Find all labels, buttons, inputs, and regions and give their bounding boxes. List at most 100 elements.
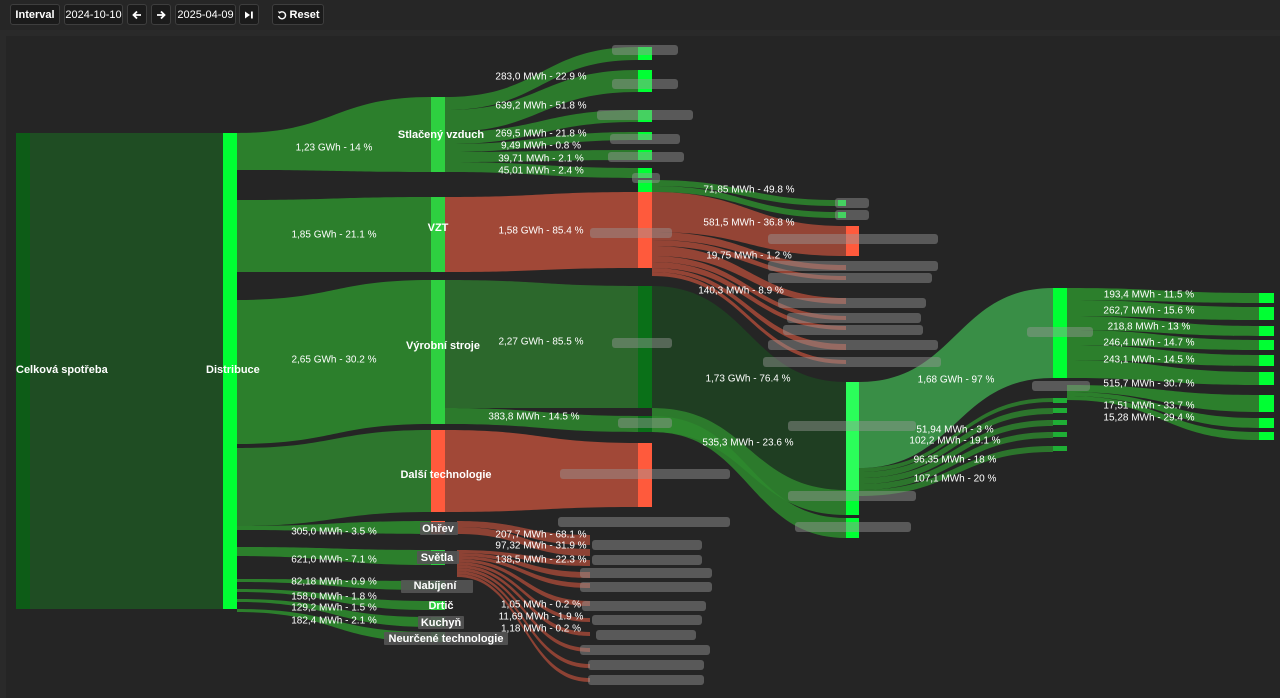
- link-label-distribuce-2: 1,85 GWh - 21.1 %: [291, 230, 376, 241]
- flow-vzt-out-5: [652, 262, 846, 330]
- skip-to-end-button[interactable]: [239, 4, 259, 25]
- obscured-label-23: [592, 555, 702, 565]
- obscured-label-9: [768, 273, 932, 283]
- label-drtic: Drtič: [428, 600, 453, 612]
- flow-vzduch-out-2: [445, 110, 638, 144]
- flow-vzt-out-1: [652, 232, 846, 270]
- flow-label-29: 97,32 MWh - 31.9 %: [495, 541, 586, 552]
- node-kompresor-0: [638, 47, 652, 60]
- obscured-label-32: [1027, 327, 1093, 337]
- node-vyrobni-stroje: [431, 280, 445, 424]
- flow-to-small-3: [859, 432, 1053, 490]
- flow-to-small-4: [859, 446, 1053, 496]
- flow-label-3: 9,49 MWh - 0.8 %: [501, 141, 581, 152]
- label-bg-neurcene: [384, 632, 508, 645]
- flow-distribuce-svetla: [237, 547, 431, 565]
- node-kompresor-4: [638, 150, 652, 160]
- node-kompresor-1: [638, 70, 652, 92]
- node-endpoint-7: [1259, 418, 1274, 428]
- link-label-distribuce-3: 2,65 GWh - 30.2 %: [291, 355, 376, 366]
- sankey-svg: Celková spotřeba Distribuce Stlačený vzduc…: [16, 45, 1274, 685]
- flow-label-6: 1,58 GWh - 85.4 %: [498, 226, 583, 237]
- flow-lower-red-7: [457, 565, 590, 636]
- node-extruzni-linky: [638, 286, 652, 408]
- node-varky: [638, 180, 652, 192]
- obscured-label-19: [788, 491, 916, 501]
- flow-vzt-out-0: [652, 192, 846, 256]
- obscured-label-1: [612, 79, 678, 89]
- sankey-chart: Celková spotřeba Distribuce Stlačený vzduc…: [6, 36, 1280, 698]
- flow-vzduch-out-5: [445, 162, 638, 178]
- flow-label-31: 1,05 MWh - 0.2 %: [501, 600, 581, 611]
- label-nabijeni: Nabíjení: [414, 580, 458, 592]
- flow-distribuce-kuchyn: [237, 599, 431, 627]
- node-kompresor-5: [638, 168, 652, 178]
- interval-button[interactable]: Interval: [10, 4, 60, 25]
- flow-distribuce-vyrobni: [237, 280, 431, 444]
- obscured-label-0: [612, 45, 678, 55]
- node-vzt-chlazeni: [638, 192, 652, 268]
- reset-button[interactable]: Reset: [272, 4, 324, 25]
- flow-vzt-out-4: [652, 256, 846, 320]
- flow-to-varky-1: [652, 180, 838, 206]
- flow-distribuce-dalsi: [237, 430, 431, 526]
- node-varky-2: [838, 212, 846, 218]
- flow-to-line-2: [1067, 316, 1259, 336]
- obscured-label-21: [558, 517, 730, 527]
- node-small-line-3: [1053, 432, 1067, 437]
- next-button[interactable]: [151, 4, 171, 25]
- obscured-label-2: [597, 110, 693, 120]
- node-extruzni-linky-total: [1053, 288, 1067, 378]
- flow-vyrobni-konverting: [445, 408, 638, 432]
- flow-lower-red-1: [457, 527, 590, 556]
- node-dalsi-technologie: [431, 430, 445, 512]
- flow-to-line-0: [1067, 288, 1259, 303]
- obscured-label-24: [580, 568, 712, 578]
- flow-label-5: 45,01 MWh - 2.4 %: [498, 166, 584, 177]
- flow-label-10: 581,5 MWh - 36.8 %: [703, 218, 794, 229]
- flow-distribuce-neurcene: [237, 609, 431, 642]
- node-distribuce: [223, 133, 237, 609]
- label-bg-ohrev: [420, 522, 458, 535]
- obscured-label-13: [768, 340, 938, 350]
- arrow-right-icon: [157, 10, 166, 19]
- link-label-distribuce-4: 305,0 MWh - 3.5 %: [291, 527, 377, 538]
- flow-lower-red-4: [457, 556, 590, 588]
- flow-label-20: 193,4 MWh - 11.5 %: [1104, 290, 1195, 301]
- flow-label-30: 138,5 MWh - 22.3 %: [495, 555, 586, 566]
- flow-label-24: 243,1 MWh - 14.5 %: [1103, 355, 1194, 366]
- node-small-line-2: [1053, 420, 1067, 425]
- date-to-field[interactable]: 2025-04-09: [175, 4, 236, 25]
- link-label-distribuce-9: 182,4 MWh - 2.1 %: [291, 616, 377, 627]
- obscured-label-20: [795, 522, 911, 532]
- flow-to-small-0: [859, 398, 1053, 472]
- flow-label-23: 246,4 MWh - 14.7 %: [1103, 338, 1194, 349]
- obscured-label-28: [596, 630, 696, 640]
- flow-vzt-out-6: [652, 268, 846, 350]
- flow-to-line-5: [1067, 360, 1259, 385]
- node-small-line-0: [1053, 398, 1067, 403]
- flow-label-26: 17,51 MWh - 33.7 %: [1103, 401, 1194, 412]
- node-endpoint-8: [1259, 432, 1274, 440]
- node-drtic: [431, 601, 445, 610]
- node-nova-extruze-vyrobni: [846, 382, 859, 490]
- node-endpoint-4: [1259, 355, 1274, 366]
- previous-button[interactable]: [127, 4, 147, 25]
- flow-label-22: 218,8 MWh - 13 %: [1108, 322, 1191, 333]
- obscured-label-34: [835, 198, 869, 208]
- label-bg-kuchyn: [418, 616, 464, 629]
- flow-to-line-7: [1067, 392, 1259, 428]
- obscured-label-5: [632, 173, 660, 183]
- date-from-field[interactable]: 2024-10-10: [64, 4, 123, 25]
- flow-to-line-3: [1067, 330, 1259, 350]
- flow-to-varky-2: [652, 186, 838, 218]
- obscured-label-11: [787, 313, 921, 323]
- obscured-label-16: [618, 418, 672, 428]
- flow-vzt-out-2: [652, 240, 846, 280]
- flow-label-17: 102,2 MWh - 19.1 %: [909, 436, 1000, 447]
- obscured-label-8: [768, 261, 938, 271]
- obscured-label-22: [592, 540, 702, 550]
- link-label-distribuce-1: 1,23 GWh - 14 %: [296, 143, 373, 154]
- node-stlaceny-vzduch: [431, 97, 445, 172]
- flow-label-28: 207,7 MWh - 68.1 %: [495, 530, 586, 541]
